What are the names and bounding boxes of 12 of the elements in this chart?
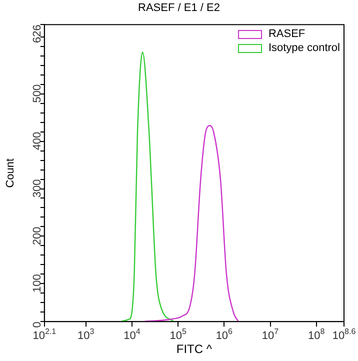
y-tick-label: 500: [31, 84, 44, 103]
y-tick-label: 626: [31, 24, 44, 43]
y-tick-label: 0: [31, 322, 44, 328]
legend-label: RASEF: [268, 28, 306, 40]
y-tick-label: 100: [31, 274, 44, 293]
y-tick-label: 300: [31, 179, 44, 198]
chart-title: RASEF / E1 / E2: [137, 2, 221, 14]
y-axis-title: Count: [4, 158, 17, 188]
legend-label: Isotype control: [268, 42, 340, 54]
x-axis-title: FITC ^: [176, 342, 212, 356]
y-tick-label: 200: [31, 226, 44, 246]
y-tick-label: 400: [31, 132, 44, 150]
